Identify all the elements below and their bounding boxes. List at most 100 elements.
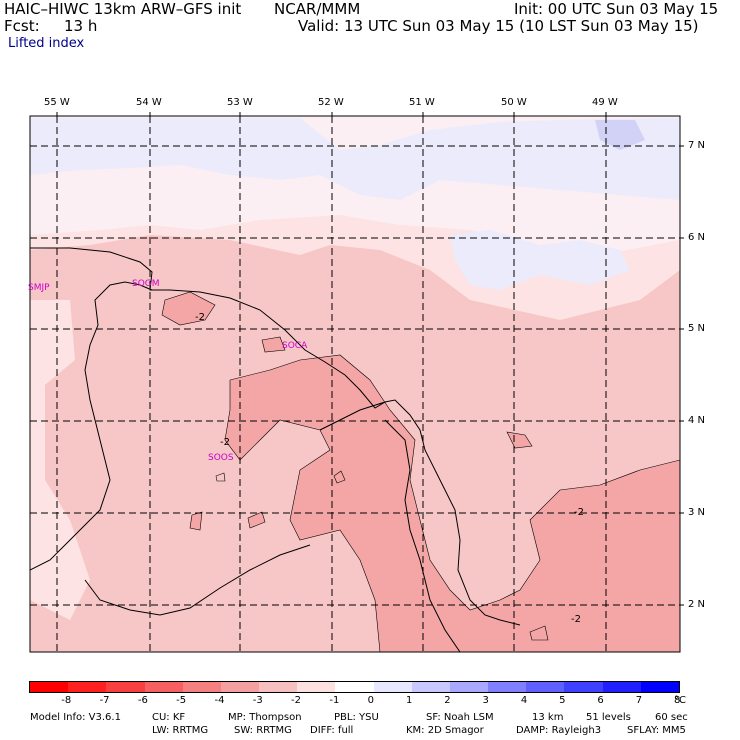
colorbar-swatch	[106, 682, 145, 692]
colorbar-tick-label: 4	[520, 695, 528, 706]
lon-label-50w: 50 W	[501, 97, 527, 108]
station-label-soos: SOOS	[208, 453, 234, 463]
contour-line-patch-3	[506, 431, 533, 449]
footer-sw: SW: RRTMG	[234, 725, 292, 736]
contour-line-patch-7	[333, 470, 346, 484]
field-strong-patch-5	[248, 512, 265, 528]
colorbar-tick-label: -6	[137, 695, 148, 706]
lat-label-6n: 6 N	[688, 232, 706, 243]
footer-km: KM: 2D Smagor	[406, 725, 484, 736]
border-guiana-brazil	[319, 401, 386, 431]
footer-damp: DAMP: Rayleigh3	[516, 725, 602, 736]
field-strong-patch-2	[262, 337, 285, 352]
map-frame	[29, 115, 681, 653]
colorbar-swatch	[411, 682, 450, 692]
contour-label: -2	[571, 614, 581, 625]
colorbar-tick-label: -3	[252, 695, 263, 706]
colorbar-swatch	[182, 682, 221, 692]
lon-label-55w: 55 W	[44, 97, 70, 108]
footer-diff: DIFF: full	[310, 725, 354, 736]
border-suriname-west	[30, 281, 153, 571]
footer-model-info: Model Info: V3.6.1	[30, 712, 121, 723]
colorbar-swatch	[297, 682, 336, 692]
colorbar-swatch	[30, 682, 69, 692]
colorbar-tick-label: 3	[482, 695, 489, 706]
colorbar-swatch	[640, 682, 679, 692]
lat-label-5n: 5 N	[688, 323, 706, 334]
station-label-soca: SOCA	[282, 341, 308, 351]
colorbar-swatch	[373, 682, 412, 692]
colorbar-tick-label: 0	[367, 695, 375, 706]
colorbar-tick-label: 8	[674, 695, 681, 706]
contour-label: -2	[574, 507, 584, 518]
station-label-smjp: SMJP	[28, 283, 50, 293]
contour-line-patch-2	[261, 336, 286, 353]
footer-resolution: 13 km	[532, 712, 564, 723]
field-light-west	[30, 300, 90, 620]
colorbar-swatch	[144, 682, 183, 692]
colorbar	[29, 681, 680, 693]
colorbar-swatch	[68, 682, 107, 692]
lat-label-3n: 3 N	[688, 507, 706, 518]
lon-label-52w: 52 W	[318, 97, 344, 108]
colorbar-swatch	[488, 682, 527, 692]
lon-label-49w: 49 W	[592, 97, 618, 108]
colorbar-swatch	[449, 682, 489, 692]
colorbar-tick-label: -8	[61, 695, 72, 706]
colorbar-tick-label: -4	[214, 695, 225, 706]
forecast-label: Fcst:	[4, 17, 40, 35]
valid-time: Valid: 13 UTC Sun 03 May 15 (10 LST Sun …	[298, 17, 699, 35]
coastline	[30, 247, 521, 626]
colorbar-tick-label: -5	[176, 695, 187, 706]
lat-label-4n: 4 N	[688, 415, 706, 426]
colorbar-tick-label: 2	[444, 695, 451, 706]
colorbar-swatch	[335, 682, 374, 692]
footer-timestep: 60 sec	[655, 712, 688, 723]
contour-line-patch-8	[215, 472, 226, 482]
field-strong-patch-6	[530, 626, 548, 640]
station-label-sogm: SOGM	[132, 279, 160, 289]
footer-pbl: PBL: YSU	[334, 712, 379, 723]
init-time: Init: 00 UTC Sun 03 May 15	[514, 0, 719, 18]
border-south	[84, 544, 311, 616]
colorbar-tick-label: 1	[405, 695, 413, 706]
river-oyapock	[384, 419, 461, 652]
contour-line-patch-1	[161, 291, 216, 326]
contour-line-patch-5	[247, 511, 266, 529]
colorbar-swatch	[526, 682, 565, 692]
colorbar-swatch	[220, 682, 260, 692]
contour-line-patch-6	[529, 625, 549, 641]
colorbar-unit: °C	[674, 695, 686, 706]
field-name: Lifted index	[8, 36, 85, 51]
lat-label-2n: 2 N	[688, 599, 706, 610]
footer-lw: LW: RRTMG	[152, 725, 209, 736]
field-positive-north	[30, 118, 680, 200]
colorbar-tick-label: -7	[99, 695, 110, 706]
lon-label-51w: 51 W	[409, 97, 435, 108]
forecast-hour: 13 h	[64, 17, 98, 35]
field-positive-strong	[595, 120, 645, 150]
footer-levels: 51 levels	[586, 712, 631, 723]
org-label: NCAR/MMM	[274, 0, 361, 18]
colorbar-swatch	[602, 682, 641, 692]
contour-line-guiana	[229, 354, 680, 611]
colorbar-swatch	[564, 682, 603, 692]
colorbar-swatch	[259, 682, 298, 692]
colorbar-tick-label: 5	[559, 695, 566, 706]
field-strong-patch-1	[162, 292, 215, 325]
field-positive-patch	[450, 230, 630, 290]
colorbar-tick-label: 6	[597, 695, 604, 706]
lat-label-7n: 7 N	[688, 140, 706, 151]
footer-sflay: SFLAY: MM5	[627, 725, 686, 736]
field-strong-patch-4	[190, 512, 202, 530]
lon-label-54w: 54 W	[136, 97, 162, 108]
field-strong-guiana	[225, 355, 680, 652]
colorbar-tick-label: -1	[329, 695, 340, 706]
lon-label-53w: 53 W	[227, 97, 253, 108]
model-title: HAIC–HIWC 13km ARW–GFS init	[4, 0, 242, 18]
contour-label: -2	[195, 312, 205, 323]
footer-cu: CU: KF	[152, 712, 186, 723]
footer-sf: SF: Noah LSM	[426, 712, 494, 723]
contour-line-guiana-west	[224, 380, 381, 652]
